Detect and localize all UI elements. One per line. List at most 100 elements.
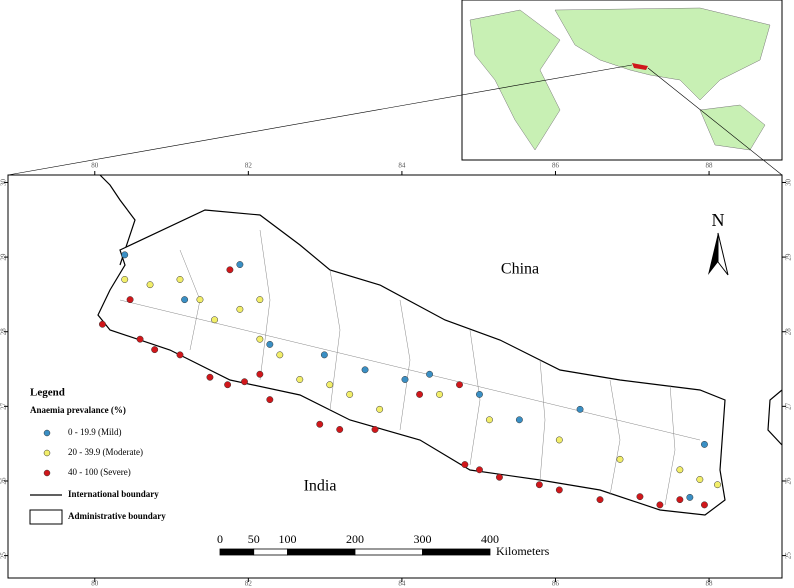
survey-point <box>401 376 409 383</box>
y-tick-label: 28 <box>0 328 8 336</box>
survey-point <box>676 496 684 504</box>
points <box>98 251 721 509</box>
legend-swatch <box>43 469 51 477</box>
zoom-line <box>7 64 633 176</box>
x-tick-label: 88 <box>706 580 714 588</box>
survey-point <box>224 381 232 389</box>
y-tick-label: 30 <box>785 178 793 186</box>
scale-segment <box>422 548 491 556</box>
survey-point <box>151 346 159 354</box>
survey-point <box>176 276 184 283</box>
survey-point <box>696 476 704 483</box>
y-tick-label: 26 <box>0 477 8 485</box>
survey-point <box>326 381 334 389</box>
africa-europe <box>469 9 561 151</box>
y-tick-label: 27 <box>785 402 793 410</box>
y-tick-label: 30 <box>0 178 8 186</box>
scale-segment <box>287 548 356 556</box>
survey-point <box>461 461 469 469</box>
survey-point <box>320 351 328 359</box>
scale-segment <box>219 548 255 556</box>
legend-label: International boundary <box>68 489 159 499</box>
x-tick-label: 80 <box>91 580 99 588</box>
survey-point <box>211 316 219 324</box>
survey-point <box>241 378 248 386</box>
legend-label: 0 - 19.9 (Mild) <box>68 427 122 437</box>
legend-swatch <box>43 429 51 437</box>
survey-point <box>495 473 503 481</box>
legend-items: 0 - 19.9 (Mild) 20 - 39.9 (Moderate) 40 - … <box>43 427 143 477</box>
scale-label: 0 <box>217 532 223 546</box>
y-tick-label: 29 <box>785 253 793 261</box>
legend-label: 40 - 100 (Severe) <box>68 467 131 477</box>
scale-label: 200 <box>346 532 364 546</box>
survey-point <box>555 486 563 494</box>
zoom-line <box>647 67 783 176</box>
legend-swatch <box>43 449 51 457</box>
x-tick-label: 82 <box>245 162 253 170</box>
survey-point <box>181 296 189 304</box>
survey-point <box>436 390 443 398</box>
scale-segment <box>253 548 288 556</box>
y-tick-label: 28 <box>785 328 793 336</box>
survey-point <box>266 340 274 348</box>
survey-point <box>126 296 134 304</box>
survey-point <box>276 351 284 359</box>
nepal-outline <box>97 209 726 516</box>
survey-point <box>236 261 244 269</box>
survey-point <box>121 276 129 283</box>
x-tick-label: 88 <box>706 162 714 170</box>
scale-unit: Kilometers <box>496 544 550 558</box>
survey-point <box>515 416 523 424</box>
survey-point <box>476 390 483 398</box>
survey-point <box>476 466 483 474</box>
legend-label: Administrative boundary <box>68 511 166 521</box>
y-tick-label: 26 <box>785 477 793 485</box>
australia <box>699 104 766 151</box>
scale-label: 50 <box>248 532 260 546</box>
country-label: India <box>304 478 337 495</box>
survey-point <box>371 426 379 433</box>
survey-point <box>336 426 344 433</box>
x-tick-label: 82 <box>245 580 253 588</box>
survey-point <box>266 396 274 404</box>
scale-label: 100 <box>279 532 297 546</box>
survey-point <box>121 251 129 259</box>
asia <box>554 7 771 101</box>
survey-point <box>196 296 204 304</box>
scale-label: 400 <box>481 532 499 546</box>
survey-point <box>256 335 264 343</box>
survey-point <box>426 370 434 378</box>
survey-point <box>616 455 624 463</box>
survey-point <box>676 466 684 474</box>
country-label: China <box>501 261 539 278</box>
survey-point <box>700 440 708 448</box>
survey-point <box>256 370 264 378</box>
north-arrow <box>708 233 718 275</box>
survey-point <box>555 436 563 444</box>
international-boundary <box>767 389 783 446</box>
legend-label: 20 - 39.9 (Moderate) <box>68 447 143 457</box>
nepal-inset <box>632 63 648 70</box>
legend-title: Legend <box>30 387 65 399</box>
x-tick-label: 84 <box>398 162 406 170</box>
survey-point <box>456 381 463 389</box>
survey-point <box>686 493 694 501</box>
north-arrow <box>717 232 729 276</box>
survey-point <box>485 416 493 424</box>
survey-point <box>256 296 264 304</box>
survey-point <box>656 501 664 509</box>
x-tick-label: 84 <box>398 580 406 588</box>
survey-point <box>346 390 354 398</box>
survey-point <box>176 351 184 359</box>
survey-point <box>636 493 644 501</box>
y-tick-label: 29 <box>0 253 8 261</box>
x-tick-label: 86 <box>552 162 560 170</box>
survey-point <box>206 373 214 381</box>
x-tick-label: 80 <box>91 162 99 170</box>
survey-point <box>146 281 154 289</box>
survey-point <box>296 376 304 383</box>
survey-point <box>226 266 234 274</box>
